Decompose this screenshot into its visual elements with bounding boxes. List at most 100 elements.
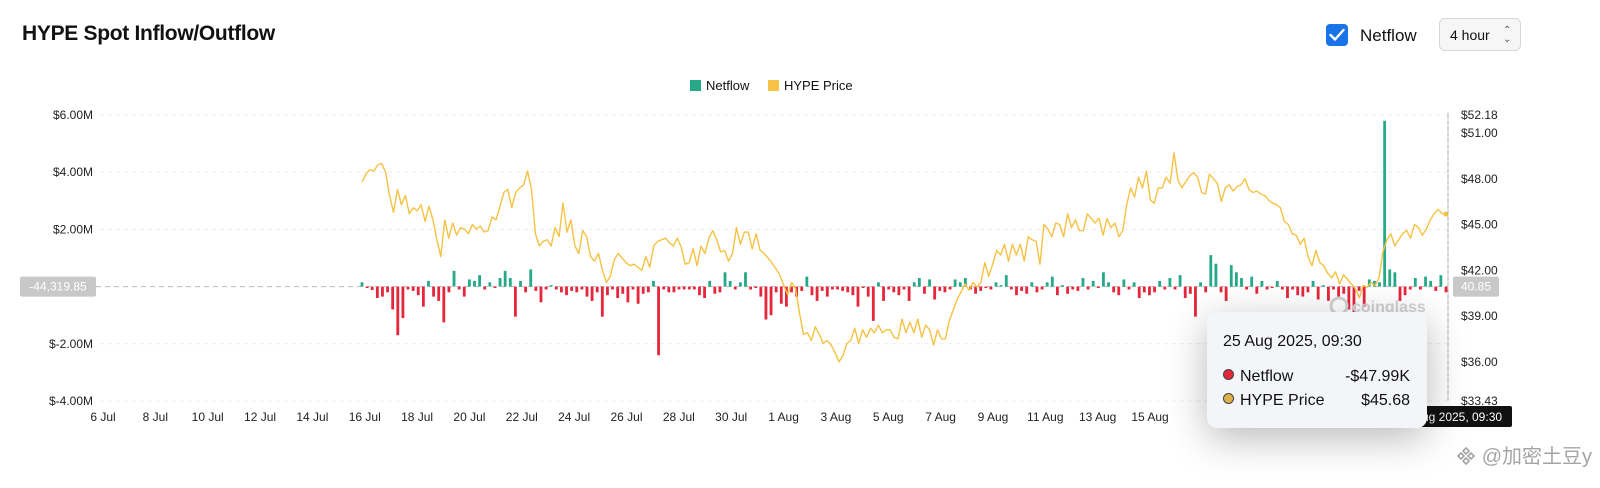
netflow-bar <box>963 278 967 287</box>
netflow-bar <box>606 286 609 296</box>
netflow-bar <box>1127 286 1131 290</box>
netflow-bar <box>738 282 742 287</box>
netflow-bar <box>713 286 717 294</box>
netflow-bar <box>1270 286 1274 289</box>
netflow-checkbox-label[interactable]: Netflow <box>1360 26 1417 45</box>
netflow-bar <box>687 286 691 290</box>
netflow-bar <box>1403 286 1407 296</box>
x-tick-label: 11 Aug <box>1027 410 1063 424</box>
netflow-bar <box>938 286 942 291</box>
y-right-tick-label: $36.00 <box>1461 355 1498 369</box>
netflow-bar <box>600 286 604 317</box>
interval-select[interactable]: 4 hour ⌃ ⌄ <box>1439 18 1521 51</box>
netflow-bar <box>984 286 988 289</box>
netflow-bar <box>1357 286 1361 291</box>
x-tick-label: 3 Aug <box>821 410 852 424</box>
netflow-bar <box>1362 286 1366 307</box>
netflow-bar <box>958 282 962 287</box>
netflow-bar <box>626 286 630 303</box>
netflow-bar <box>1004 275 1008 287</box>
x-tick-label: 20 Jul <box>453 410 485 424</box>
netflow-bar <box>544 286 548 290</box>
legend-item-netflow[interactable]: Netflow <box>690 78 749 93</box>
netflow-bar <box>1275 280 1279 287</box>
price-line <box>361 152 1447 363</box>
netflow-bar <box>421 286 425 307</box>
netflow-bar <box>478 275 482 287</box>
netflow-bar <box>437 286 441 301</box>
netflow-bar <box>877 282 880 287</box>
x-tick-label: 13 Aug <box>1079 410 1116 424</box>
y-right-tick-label: $39.00 <box>1461 309 1498 323</box>
netflow-bar <box>851 286 855 296</box>
x-tick-label: 8 Jul <box>143 410 168 424</box>
crosshair-left-label: -44,319.85 <box>29 280 87 294</box>
tooltip-label-price: HYPE Price <box>1240 392 1325 409</box>
netflow-bar <box>784 286 788 307</box>
netflow-bar <box>1332 286 1335 290</box>
netflow-bar <box>677 286 681 290</box>
netflow-bar <box>1444 286 1448 293</box>
netflow-bar <box>790 286 793 293</box>
netflow-bar <box>1061 285 1064 287</box>
netflow-bar <box>1132 282 1136 287</box>
netflow-bar <box>590 286 594 301</box>
netflow-checkbox[interactable] <box>1326 24 1348 46</box>
netflow-bar <box>917 278 921 287</box>
netflow-bar <box>1040 286 1044 290</box>
netflow-bar <box>1326 286 1330 301</box>
netflow-bar <box>831 286 834 290</box>
y-left-tick-label: $2.00M <box>53 222 93 236</box>
netflow-bar <box>708 280 712 287</box>
y-right-tick-label: $42.00 <box>1461 263 1498 277</box>
netflow-bar <box>754 286 758 289</box>
netflow-bar <box>994 282 998 287</box>
y-left-tick-label: $-4.00M <box>49 394 93 408</box>
netflow-bar <box>1291 286 1295 290</box>
netflow-bar <box>1071 286 1075 290</box>
netflow-bar <box>611 286 614 290</box>
netflow-bar <box>825 286 829 297</box>
x-tick-label: 7 Aug <box>925 410 956 424</box>
interval-select-value: 4 hour <box>1450 27 1490 43</box>
netflow-bar <box>882 286 885 301</box>
netflow-bar <box>411 286 415 291</box>
netflow-bar <box>887 286 891 290</box>
netflow-bar <box>636 286 640 304</box>
netflow-bar <box>432 286 435 297</box>
netflow-bar <box>386 286 389 293</box>
netflow-bar <box>1102 272 1105 287</box>
tooltip-title: 25 Aug 2025, 09:30 <box>1223 333 1362 350</box>
netflow-bar <box>1163 286 1167 290</box>
netflow-bar <box>621 286 625 294</box>
netflow-bar <box>805 276 809 287</box>
netflow-bar <box>815 286 819 301</box>
netflow-bar <box>764 286 768 320</box>
binance-logo-icon <box>1456 446 1475 466</box>
netflow-bar <box>396 286 400 336</box>
netflow-bar <box>672 286 676 293</box>
netflow-bar <box>682 286 686 290</box>
checkmark-icon <box>1329 28 1345 41</box>
tooltip-dot-price <box>1223 393 1234 404</box>
netflow-bar <box>529 269 533 287</box>
legend-item-price[interactable]: HYPE Price <box>768 78 853 93</box>
netflow-bar <box>473 280 476 287</box>
x-tick-label: 24 Jul <box>558 410 590 424</box>
netflow-bar <box>836 286 839 290</box>
netflow-bar <box>1209 255 1213 287</box>
netflow-bar <box>585 286 589 297</box>
netflow-bar <box>370 286 374 291</box>
netflow-bar <box>999 285 1003 287</box>
netflow-bar <box>1301 286 1305 297</box>
netflow-bar <box>928 279 931 287</box>
crosshair-left-badge <box>20 276 96 297</box>
y-left-tick-label: $4.00M <box>53 165 93 179</box>
netflow-bar <box>524 286 528 293</box>
netflow-bar <box>1240 278 1243 287</box>
netflow-bar <box>703 286 706 299</box>
netflow-bar <box>1234 272 1238 287</box>
netflow-bar <box>1373 280 1376 287</box>
netflow-bar <box>1342 286 1346 294</box>
